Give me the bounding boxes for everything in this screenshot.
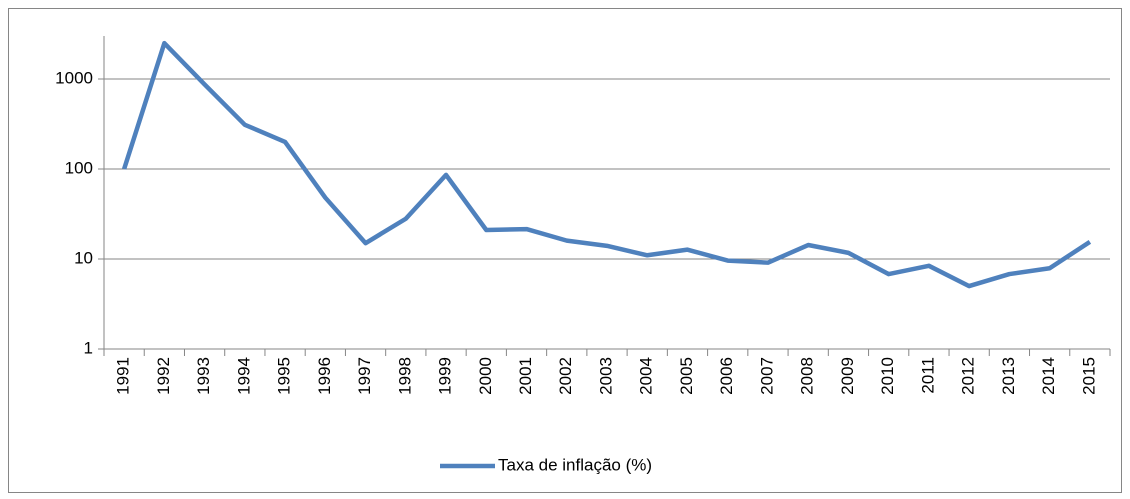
x-tick-label: 1998	[395, 357, 414, 395]
x-tick-label: 2014	[1039, 357, 1058, 395]
x-tick-label: 1997	[355, 357, 374, 395]
x-tick-label: 2015	[1079, 357, 1098, 395]
x-tick-label: 1994	[234, 357, 253, 395]
legend-label: Taxa de inflação (%)	[498, 455, 652, 474]
x-tick-label: 2000	[476, 357, 495, 395]
x-tick-label: 2010	[878, 357, 897, 395]
x-tick-label: 1992	[154, 357, 173, 395]
y-tick-label: 1	[84, 338, 93, 357]
x-tick-label: 1991	[114, 357, 133, 395]
x-tick-label: 2005	[677, 357, 696, 395]
x-tick-label: 2009	[838, 357, 857, 395]
x-tick-label: 2003	[596, 357, 615, 395]
x-tick-label: 1996	[315, 357, 334, 395]
y-tick-label: 10	[74, 248, 93, 267]
x-tick-label: 2001	[516, 357, 535, 395]
x-tick-label: 2013	[999, 357, 1018, 395]
x-tick-label: 2002	[556, 357, 575, 395]
data-line	[121, 40, 1092, 289]
x-tick-label: 2007	[757, 357, 776, 395]
x-tick-label: 1993	[194, 357, 213, 395]
x-tick-label: 2006	[717, 357, 736, 395]
y-tick-label: 100	[65, 158, 93, 177]
x-tick-label: 2011	[918, 357, 937, 394]
x-tick-label: 2004	[637, 357, 656, 395]
y-tick-label: 1000	[55, 68, 93, 87]
x-tick-label: 1995	[275, 357, 294, 395]
x-tick-label: 1999	[436, 357, 455, 395]
chart-frame	[8, 8, 1122, 493]
x-tick-label: 2012	[959, 357, 978, 395]
x-tick-label: 2008	[798, 357, 817, 395]
